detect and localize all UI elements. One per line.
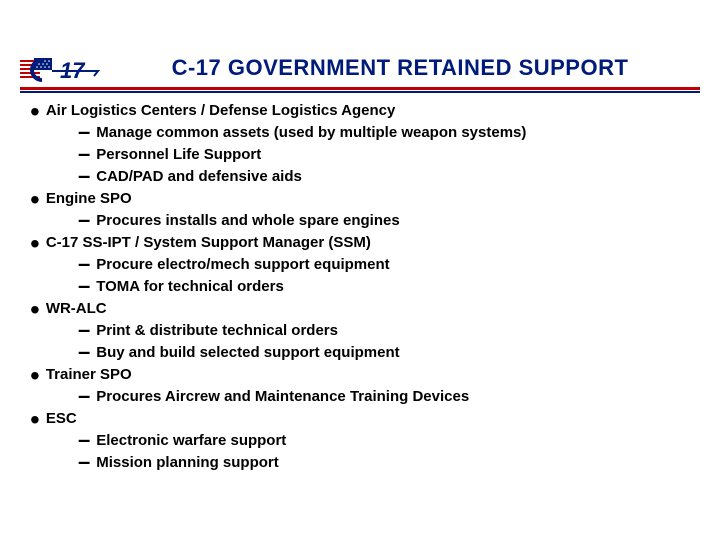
- item-label: C-17 SS-IPT / System Support Manager (SS…: [46, 233, 371, 253]
- dash-icon: –: [78, 144, 90, 164]
- list-item: • ESC: [30, 409, 690, 429]
- sub-item: – Buy and build selected support equipme…: [78, 342, 690, 363]
- list-item: • Air Logistics Centers / Defense Logist…: [30, 101, 690, 121]
- list-item: • C-17 SS-IPT / System Support Manager (…: [30, 233, 690, 253]
- list-item: • Engine SPO: [30, 189, 690, 209]
- sub-item: – CAD/PAD and defensive aids: [78, 166, 690, 187]
- bullet-icon: •: [30, 367, 40, 385]
- sub-item: – Procures Aircrew and Maintenance Train…: [78, 386, 690, 407]
- sub-label: Mission planning support: [96, 452, 279, 473]
- bullet-icon: •: [30, 301, 40, 319]
- sub-label: Buy and build selected support equipment: [96, 342, 399, 363]
- dash-icon: –: [78, 430, 90, 450]
- sub-item: – Electronic warfare support: [78, 430, 690, 451]
- item-label: Engine SPO: [46, 189, 132, 209]
- item-label: Air Logistics Centers / Defense Logistic…: [46, 101, 396, 121]
- sub-label: CAD/PAD and defensive aids: [96, 166, 302, 187]
- header: 17 C-17 GOVERNMENT RETAINED SUPPORT: [0, 0, 720, 93]
- sub-label: Manage common assets (used by multiple w…: [96, 122, 526, 143]
- sub-item: – Manage common assets (used by multiple…: [78, 122, 690, 143]
- dash-icon: –: [78, 166, 90, 186]
- sub-label: TOMA for technical orders: [96, 276, 284, 297]
- sub-label: Procure electro/mech support equipment: [96, 254, 389, 275]
- divider-blue: [20, 91, 700, 93]
- sub-label: Procures Aircrew and Maintenance Trainin…: [96, 386, 469, 407]
- sub-item: – Procure electro/mech support equipment: [78, 254, 690, 275]
- dash-icon: –: [78, 342, 90, 362]
- c17-logo: 17: [20, 58, 100, 84]
- page-title: C-17 GOVERNMENT RETAINED SUPPORT: [0, 55, 720, 81]
- divider: [0, 87, 720, 93]
- dash-icon: –: [78, 452, 90, 472]
- content-list: • Air Logistics Centers / Defense Logist…: [0, 93, 720, 473]
- dash-icon: –: [78, 122, 90, 142]
- sub-item: – Personnel Life Support: [78, 144, 690, 165]
- dash-icon: –: [78, 276, 90, 296]
- sub-item: – Procures installs and whole spare engi…: [78, 210, 690, 231]
- dash-icon: –: [78, 254, 90, 274]
- list-item: • WR-ALC: [30, 299, 690, 319]
- bullet-icon: •: [30, 235, 40, 253]
- bullet-icon: •: [30, 411, 40, 429]
- item-label: Trainer SPO: [46, 365, 132, 385]
- sub-item: – Print & distribute technical orders: [78, 320, 690, 341]
- divider-red: [20, 87, 700, 90]
- list-item: • Trainer SPO: [30, 365, 690, 385]
- dash-icon: –: [78, 386, 90, 406]
- sub-label: Electronic warfare support: [96, 430, 286, 451]
- dash-icon: –: [78, 210, 90, 230]
- sub-label: Print & distribute technical orders: [96, 320, 338, 341]
- sub-label: Personnel Life Support: [96, 144, 261, 165]
- item-label: WR-ALC: [46, 299, 107, 319]
- item-label: ESC: [46, 409, 77, 429]
- sub-label: Procures installs and whole spare engine…: [96, 210, 399, 231]
- bullet-icon: •: [30, 191, 40, 209]
- sub-item: – Mission planning support: [78, 452, 690, 473]
- bullet-icon: •: [30, 103, 40, 121]
- dash-icon: –: [78, 320, 90, 340]
- sub-item: – TOMA for technical orders: [78, 276, 690, 297]
